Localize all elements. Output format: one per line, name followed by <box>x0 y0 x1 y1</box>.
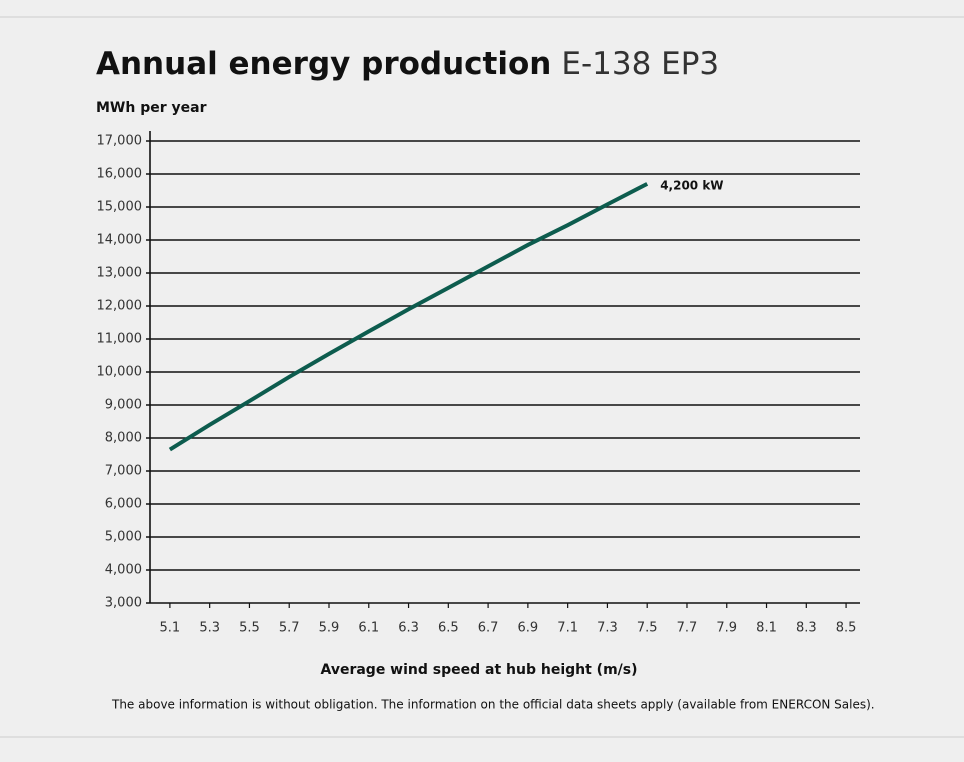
y-tick-label: 6,000 <box>105 497 142 512</box>
title-model: E-138 EP3 <box>561 46 719 82</box>
x-tick-label: 6.7 <box>478 621 499 636</box>
footnote: The above information is without obligat… <box>111 698 875 712</box>
x-tick-label: 5.3 <box>199 621 220 636</box>
x-tick-label: 7.5 <box>637 621 658 636</box>
y-tick-label: 16,000 <box>97 167 143 182</box>
x-tick-label: 6.1 <box>358 621 379 636</box>
y-tick-label: 11,000 <box>97 332 143 347</box>
x-tick-label: 5.7 <box>279 621 300 636</box>
x-tick-label: 8.3 <box>796 621 817 636</box>
y-tick-label: 7,000 <box>105 464 142 479</box>
x-tick-label: 7.7 <box>677 621 698 636</box>
y-tick-label: 9,000 <box>105 398 142 413</box>
y-tick-label: 5,000 <box>105 530 142 545</box>
x-tick-label: 7.3 <box>597 621 618 636</box>
x-tick-label: 7.9 <box>716 621 737 636</box>
x-tick-label: 5.5 <box>239 621 260 636</box>
x-tick-label: 7.1 <box>557 621 578 636</box>
x-tick-label: 8.1 <box>756 621 777 636</box>
x-tick-label: 5.9 <box>319 621 340 636</box>
x-tick-label: 8.5 <box>836 621 857 636</box>
y-tick-label: 4,000 <box>105 563 142 578</box>
x-tick-label: 6.3 <box>398 621 419 636</box>
title-main: Annual energy production <box>96 46 551 82</box>
y-tick-label: 17,000 <box>97 134 143 149</box>
series-line <box>168 182 649 452</box>
y-tick-label: 14,000 <box>97 233 143 248</box>
x-axis-label: Average wind speed at hub height (m/s) <box>320 662 637 678</box>
y-tick-label: 13,000 <box>97 266 143 281</box>
y-axis-label: MWh per year <box>96 100 207 116</box>
series-label: 4,200 kW <box>660 178 723 192</box>
x-tick-label: 6.9 <box>518 621 539 636</box>
y-tick-label: 15,000 <box>97 200 143 215</box>
y-tick-label: 3,000 <box>105 596 142 611</box>
x-tick-label: 5.1 <box>160 621 181 636</box>
y-tick-label: 12,000 <box>97 299 143 314</box>
y-tick-label: 10,000 <box>97 365 143 380</box>
x-tick-label: 6.5 <box>438 621 459 636</box>
chart-title: Annual energy production E-138 EP3 <box>96 46 719 82</box>
y-tick-label: 8,000 <box>105 431 142 446</box>
